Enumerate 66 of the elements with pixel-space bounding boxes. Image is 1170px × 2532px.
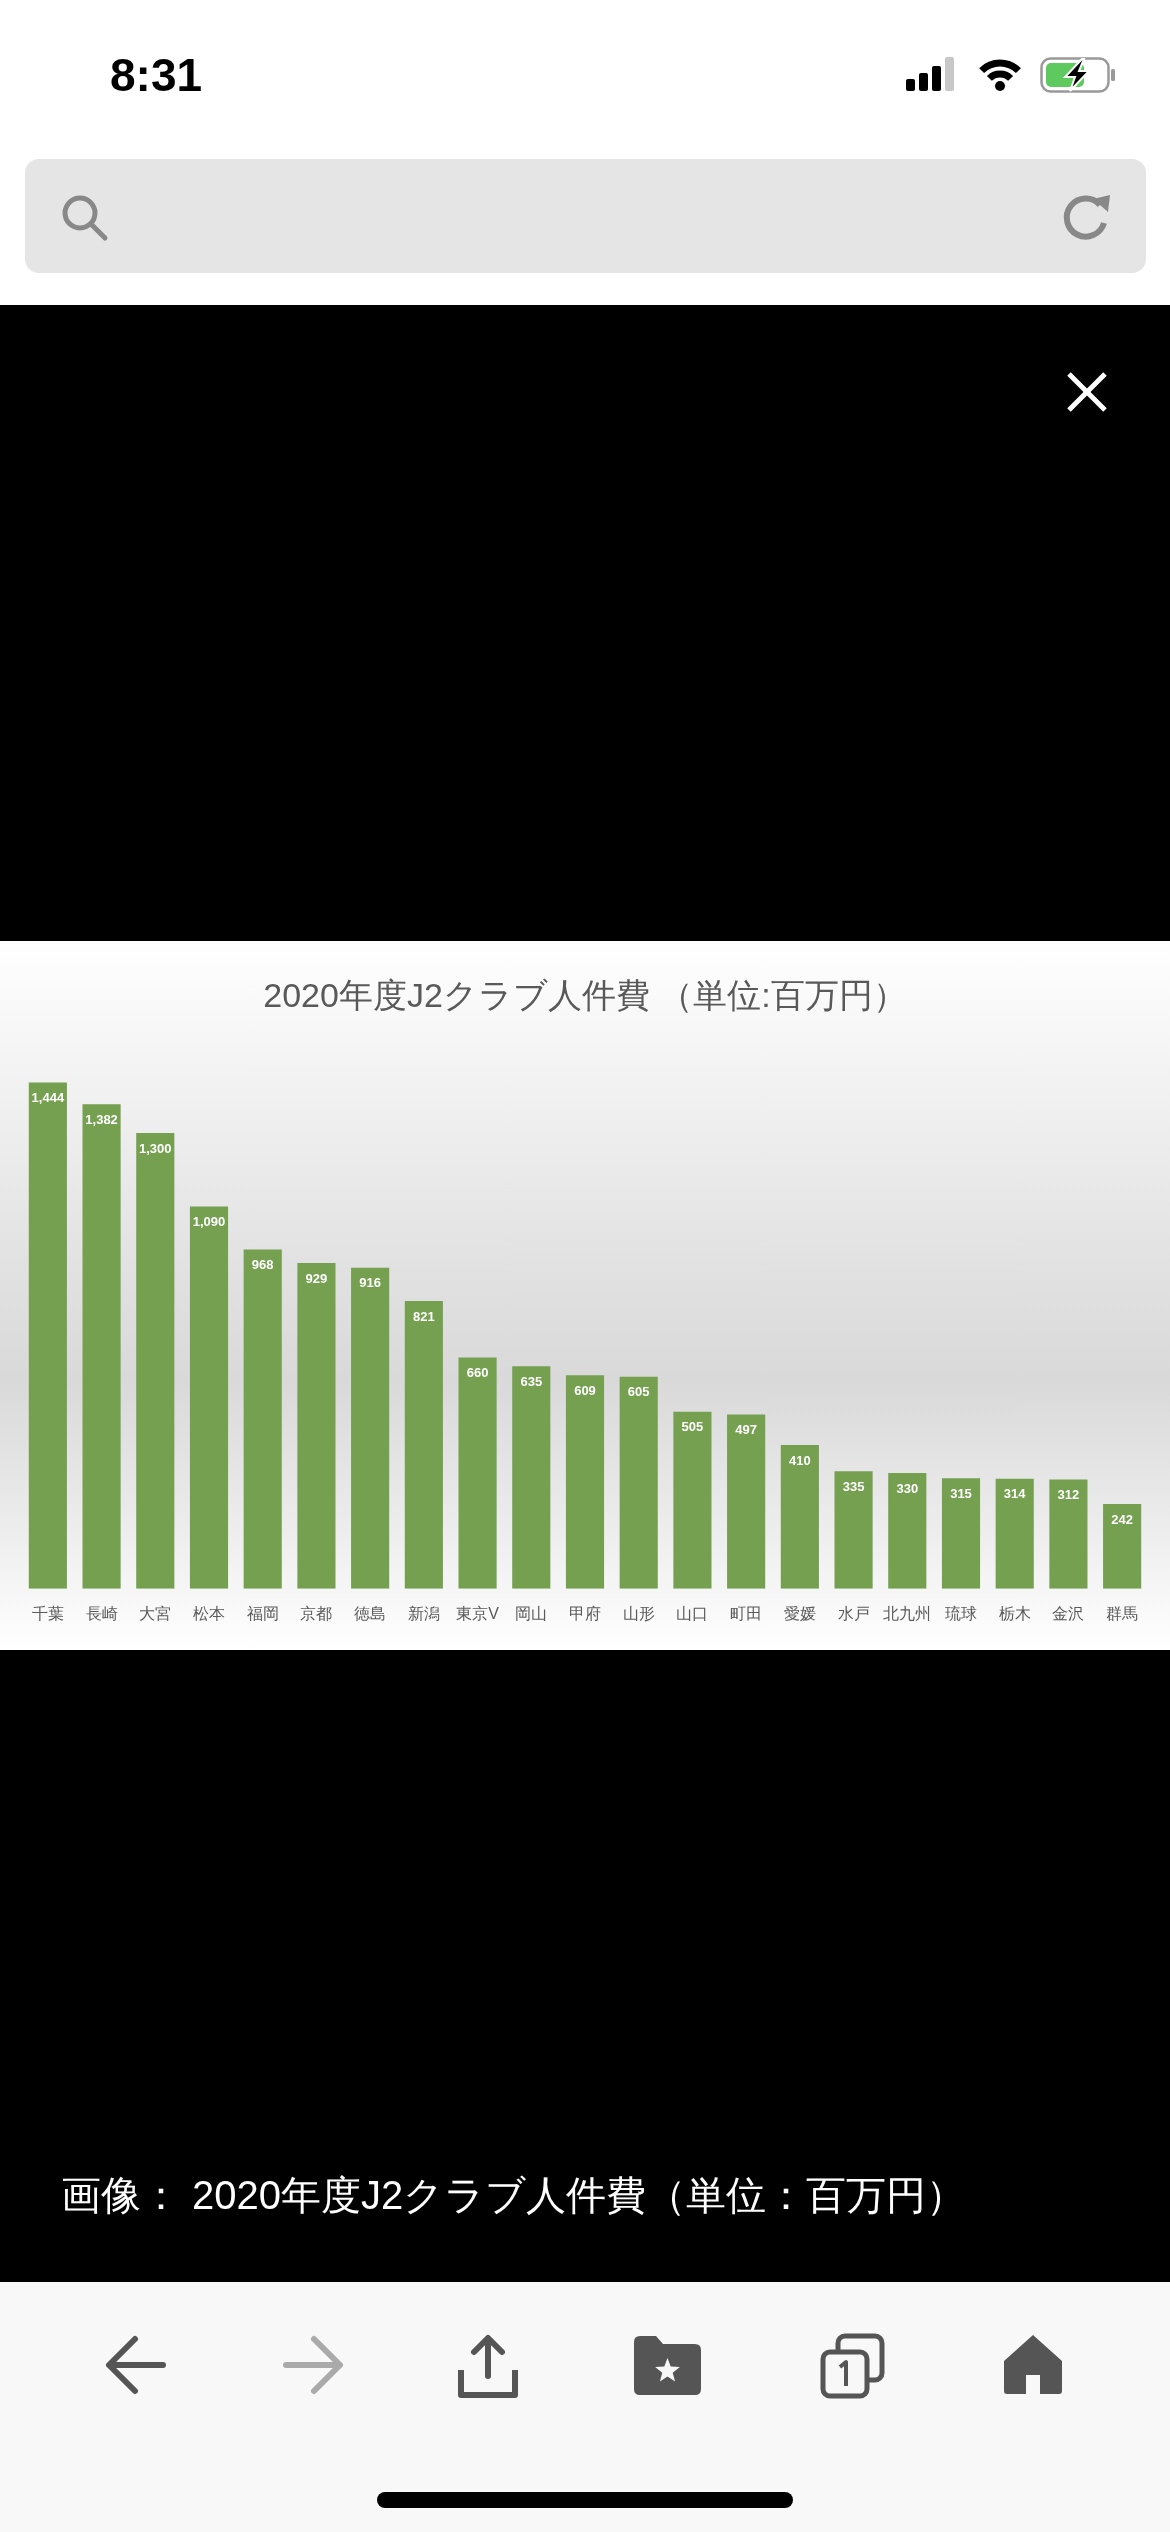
bar: [189, 1206, 229, 1589]
data-label: 1,300: [139, 1140, 172, 1156]
x-tick-label: 愛媛: [783, 1604, 816, 1622]
data-label: 312: [1057, 1486, 1080, 1502]
bar: [351, 1267, 390, 1589]
data-label: 821: [413, 1308, 435, 1324]
x-tick-label: 水戸: [837, 1604, 870, 1622]
x-tick-label: 徳島: [354, 1604, 387, 1622]
data-label: 314: [1003, 1486, 1027, 1502]
x-tick-label: 京都: [300, 1604, 333, 1622]
data-label: 635: [520, 1373, 543, 1389]
x-tick-label: 山形: [622, 1604, 655, 1622]
bar: [243, 1249, 282, 1589]
x-tick-label: 千葉: [31, 1604, 64, 1622]
bar: [888, 1473, 927, 1589]
data-label: 605: [627, 1384, 650, 1400]
data-label: 497: [735, 1422, 757, 1438]
x-tick-label: 琉球: [945, 1604, 977, 1622]
x-tick-label: 新潟: [407, 1604, 440, 1622]
data-label: 916: [359, 1275, 381, 1291]
data-label: 335: [842, 1478, 865, 1494]
x-tick-label: 金沢: [1052, 1604, 1085, 1622]
data-label: 609: [574, 1382, 596, 1398]
data-label: 1,444: [31, 1090, 65, 1106]
data-label: 242: [1111, 1511, 1133, 1527]
x-tick-label: 町田: [730, 1604, 763, 1622]
bar: [28, 1082, 67, 1589]
x-tick-label: 東京V: [456, 1604, 500, 1622]
data-label: 505: [681, 1419, 704, 1435]
x-tick-label: 北九州: [883, 1604, 932, 1622]
bar: [82, 1104, 121, 1589]
bar: [297, 1263, 336, 1589]
bar: [780, 1445, 819, 1589]
bar: [673, 1411, 712, 1589]
x-tick-label: 長崎: [85, 1604, 118, 1622]
data-label: 315: [950, 1485, 972, 1501]
bar: [619, 1376, 658, 1589]
data-label: 1,382: [85, 1111, 118, 1127]
bar: [941, 1478, 981, 1589]
data-label: 660: [466, 1364, 489, 1380]
bar: [458, 1357, 497, 1589]
text: 8:31: [110, 49, 203, 101]
x-tick-label: 岡山: [515, 1604, 548, 1622]
bar: [995, 1478, 1034, 1589]
bar: [1103, 1503, 1142, 1589]
data-label: 410: [789, 1452, 811, 1468]
bar: [727, 1414, 766, 1589]
data-label: 1,090: [192, 1214, 226, 1230]
data-label: 929: [305, 1270, 328, 1286]
bar: [1049, 1479, 1088, 1589]
x-tick-label: 栃木: [998, 1604, 1031, 1622]
data-label: 330: [896, 1480, 919, 1496]
x-tick-label: 山口: [676, 1604, 709, 1622]
bar: [404, 1300, 443, 1589]
data-label: 968: [251, 1256, 274, 1272]
x-tick-label: 群馬: [1106, 1604, 1139, 1622]
bar: [136, 1132, 175, 1589]
text: 画像： 2020年度J2クラブ人件費（単位：百万円）: [61, 2172, 968, 2218]
bar: [565, 1375, 605, 1589]
x-tick-label: 松本: [193, 1604, 225, 1622]
x-tick-label: 福岡: [246, 1604, 279, 1622]
x-tick-label: 大宮: [139, 1604, 172, 1622]
chart-title: 2020年度J2クラブ人件費 （単位:百万円）: [263, 975, 907, 1014]
bar: [834, 1471, 873, 1589]
bar: [512, 1366, 551, 1589]
x-tick-label: 甲府: [569, 1604, 601, 1622]
